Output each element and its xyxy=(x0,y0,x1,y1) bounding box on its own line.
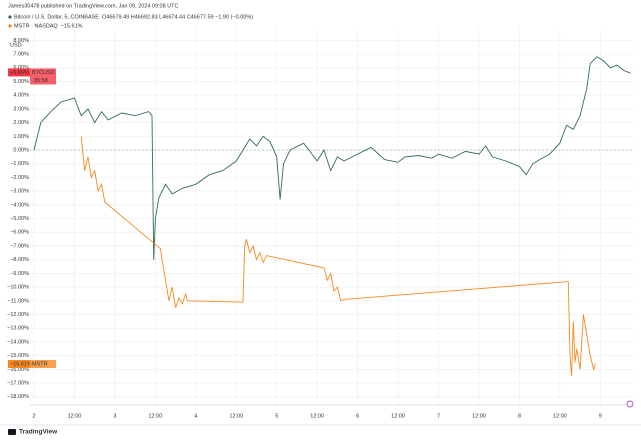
legend-swatch xyxy=(8,15,12,19)
x-tick-label: 12:00 xyxy=(553,413,567,419)
logo xyxy=(8,429,16,435)
x-tick-label: 2 xyxy=(33,413,36,419)
badge-value: −15.61% xyxy=(10,361,32,367)
y-tick-label: −1.00% xyxy=(10,161,29,167)
badge xyxy=(8,360,30,369)
y-tick-label: −15.00% xyxy=(7,353,29,359)
x-tick-label: 12:00 xyxy=(472,413,486,419)
x-tick-label: 12:00 xyxy=(391,413,405,419)
x-tick-label: 9 xyxy=(599,413,602,419)
unit-label: USD xyxy=(10,42,22,48)
countdown: 35:58 xyxy=(34,78,48,84)
legend-name: Bitcoin / U.S. Dollar, 5, COINBASE xyxy=(14,14,99,20)
x-tick-label: 6 xyxy=(356,413,359,419)
y-tick-label: 0.00% xyxy=(13,147,29,153)
x-tick-label: 12:00 xyxy=(149,413,163,419)
y-tick-label: −2.00% xyxy=(10,175,29,181)
x-tick-label: 4 xyxy=(194,413,197,419)
y-tick-label: −16.00% xyxy=(7,367,29,373)
y-tick-label: 6.00% xyxy=(13,65,29,71)
y-tick-label: 4.00% xyxy=(13,93,29,99)
y-tick-label: −14.00% xyxy=(7,339,29,345)
badge-symbol: BTCUSD xyxy=(32,70,55,76)
y-tick-label: −17.00% xyxy=(7,381,29,387)
y-tick-label: −11.00% xyxy=(8,298,30,304)
icon xyxy=(626,400,634,408)
y-tick-label: −12.00% xyxy=(7,312,29,318)
y-tick-label: −5.00% xyxy=(10,216,29,222)
y-tick-label: 1.00% xyxy=(13,134,29,140)
y-tick-label: −3.00% xyxy=(10,189,29,195)
y-tick-label: 8.00% xyxy=(13,38,29,44)
x-tick-label: 8 xyxy=(518,413,521,419)
y-tick-label: −9.00% xyxy=(10,271,29,277)
x-tick-label: 12:00 xyxy=(310,413,324,419)
badge-symbol-box xyxy=(30,68,56,77)
x-tick-label: 5 xyxy=(275,413,278,419)
y-tick-label: −7.00% xyxy=(10,243,29,249)
y-tick-label: 7.00% xyxy=(13,52,29,58)
y-tick-label: −13.00% xyxy=(7,326,29,332)
series-line xyxy=(33,56,631,260)
series-line xyxy=(80,136,596,377)
x-tick-label: 3 xyxy=(113,413,116,419)
attribution: James30478 published on TradingView.com,… xyxy=(8,3,179,9)
y-tick-label: −10.00% xyxy=(7,285,29,291)
y-tick-label: −18.00% xyxy=(7,394,29,400)
x-tick-label: 12:00 xyxy=(229,413,243,419)
legend-name: MSTR · NASDAQ xyxy=(14,23,58,29)
legend-value: −15.61% xyxy=(61,23,83,29)
countdown-box xyxy=(30,76,56,85)
y-tick-label: 3.00% xyxy=(13,106,29,112)
y-tick-label: 5.00% xyxy=(13,79,29,85)
y-tick-label: −4.00% xyxy=(10,202,29,208)
y-tick-label: −8.00% xyxy=(10,257,29,263)
footer: TradingView xyxy=(19,429,58,436)
badge xyxy=(8,68,30,77)
badge-value: +5.66% xyxy=(10,70,29,76)
x-tick-label: 7 xyxy=(437,413,440,419)
legend-swatch xyxy=(8,24,12,28)
badge-symbol-box xyxy=(30,360,56,369)
y-tick-label: −6.00% xyxy=(10,230,29,236)
x-tick-label: 12:00 xyxy=(68,413,82,419)
badge-symbol: MSTR xyxy=(32,361,48,367)
legend-value: O46679.49 H46692.83 L46674.44 C46677.59 … xyxy=(102,14,253,20)
y-tick-label: 2.00% xyxy=(13,120,29,126)
